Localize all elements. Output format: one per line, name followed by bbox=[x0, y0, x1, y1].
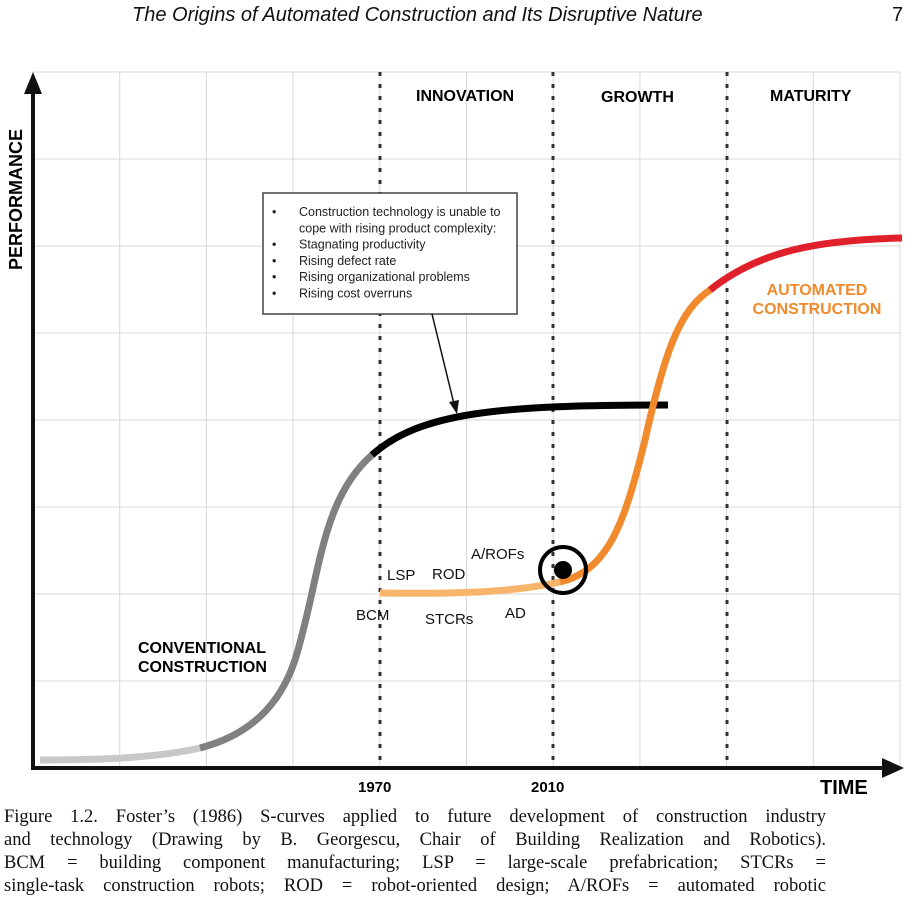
running-title: The Origins of Automated Construction an… bbox=[132, 4, 703, 26]
caption-line: BCM = building component manufacturing; … bbox=[4, 853, 826, 873]
phase-growth: GROWTH bbox=[601, 89, 674, 106]
milestone-arofs: A/ROFs bbox=[471, 546, 524, 563]
axes bbox=[24, 72, 904, 778]
bullet-icon: • bbox=[272, 270, 276, 284]
callout-box: • Construction technology is unable to cop… bbox=[262, 192, 518, 414]
milestone-lsp: LSP bbox=[387, 567, 415, 584]
callout-arrow-head bbox=[449, 400, 459, 414]
callout-item: cope with rising product complexity: bbox=[299, 221, 496, 235]
phase-innovation: INNOVATION bbox=[416, 88, 514, 105]
y-axis-arrow bbox=[24, 72, 42, 94]
milestone-ad: AD bbox=[505, 605, 526, 622]
bullet-icon: • bbox=[272, 287, 276, 301]
phase-maturity: MATURITY bbox=[770, 88, 852, 105]
automated-curve-mature bbox=[707, 234, 903, 293]
phase-dividers bbox=[378, 72, 729, 768]
automated-curve-growth bbox=[559, 287, 712, 586]
bullet-icon: • bbox=[272, 254, 276, 268]
x-tick-2010: 2010 bbox=[531, 779, 564, 796]
caption-line: and technology (Drawing by B. Georgescu,… bbox=[4, 830, 826, 850]
callout-item: Rising organizational problems bbox=[299, 270, 470, 284]
automated-curve-early bbox=[379, 578, 561, 597]
conventional-label-1: CONVENTIONAL bbox=[138, 640, 266, 657]
automated-label-1: AUTOMATED bbox=[767, 282, 868, 299]
milestone-rod: ROD bbox=[432, 566, 466, 583]
x-tick-1970: 1970 bbox=[358, 779, 391, 796]
x-axis-label: TIME bbox=[820, 777, 868, 799]
y-axis-label: PERFORMANCE bbox=[6, 129, 26, 270]
s-curve-figure: PERFORMANCE TIME 1970 2010 INNOVATION GR… bbox=[6, 71, 904, 799]
x-axis-arrow bbox=[882, 758, 904, 778]
bullet-icon: • bbox=[272, 238, 276, 252]
caption-line: single-task construction robots; ROD = r… bbox=[4, 876, 826, 896]
callout-item: Rising defect rate bbox=[299, 254, 396, 268]
milestone-bcm: BCM bbox=[356, 607, 389, 624]
page-number: 7 bbox=[892, 4, 904, 26]
automated-label-2: CONSTRUCTION bbox=[753, 301, 882, 318]
conventional-label-2: CONSTRUCTION bbox=[138, 659, 267, 676]
page-header: The Origins of Automated Construction an… bbox=[0, 2, 912, 30]
callout-item: Stagnating productivity bbox=[299, 238, 426, 252]
milestone-stcrs: STCRs bbox=[425, 611, 473, 628]
caption-line: Figure 1.2. Foster’s (1986) S-curves app… bbox=[4, 807, 826, 827]
callout-item: Construction technology is unable to bbox=[299, 205, 501, 219]
figure-caption: Figure 1.2. Foster’s (1986) S-curves app… bbox=[4, 806, 826, 898]
conventional-curve-mature bbox=[369, 401, 669, 458]
current-position-dot bbox=[554, 561, 572, 579]
conventional-curve-growth bbox=[199, 452, 375, 752]
callout-item: Rising cost overruns bbox=[299, 287, 412, 301]
callout-arrow bbox=[431, 313, 455, 405]
conventional-curve-early bbox=[39, 744, 201, 764]
bullet-icon: • bbox=[272, 205, 276, 219]
current-position-ring bbox=[538, 545, 588, 595]
